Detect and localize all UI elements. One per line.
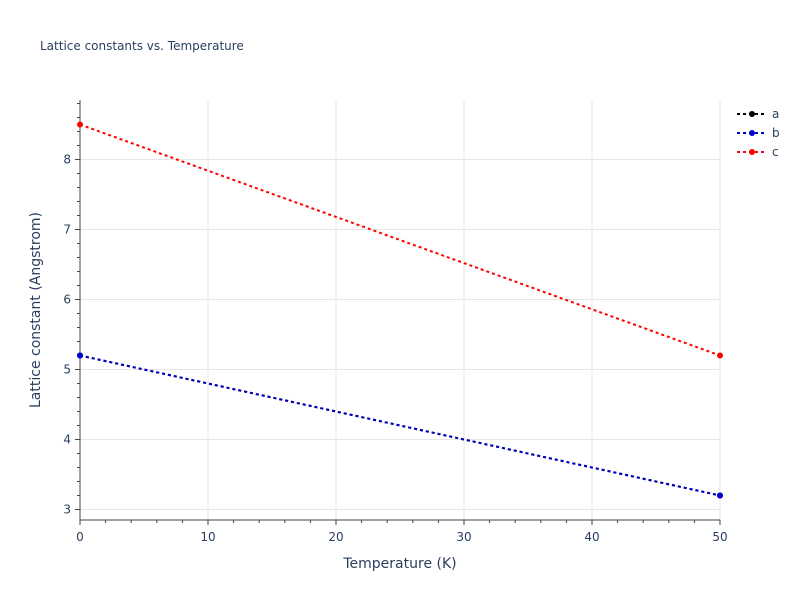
y-tick-label: 7 <box>63 223 71 237</box>
y-tick-label: 5 <box>63 363 71 377</box>
y-tick-label: 8 <box>63 153 71 167</box>
grid <box>80 100 721 520</box>
y-tick-label: 3 <box>63 503 71 517</box>
y-axis-title: Lattice constant (Angstrom) <box>28 212 44 408</box>
x-tick-label: 20 <box>328 530 343 544</box>
x-tick-label: 50 <box>712 530 727 544</box>
x-tick-label: 10 <box>200 530 215 544</box>
x-axis-title: Temperature (K) <box>342 556 456 572</box>
x-tick-label: 0 <box>76 530 84 544</box>
legend: abc <box>737 107 780 159</box>
axes: 0 10 20 30 40 50 3 4 5 6 7 8 <box>63 100 728 544</box>
legend-label-a[interactable]: a <box>772 107 779 121</box>
legend-label-b[interactable]: b <box>772 126 780 140</box>
series-line-b <box>79 354 721 497</box>
data-point-c <box>717 352 723 359</box>
legend-marker-c <box>749 149 755 155</box>
data-point-c <box>77 121 83 128</box>
legend-marker-a <box>749 111 755 117</box>
series <box>77 121 723 499</box>
legend-marker-b <box>749 130 755 136</box>
data-point-b <box>717 492 723 499</box>
data-point-b <box>77 352 83 359</box>
x-tick-label: 40 <box>584 530 599 544</box>
x-tick-label: 30 <box>456 530 471 544</box>
y-tick-label: 6 <box>63 293 71 307</box>
chart-title: Lattice constants vs. Temperature <box>40 39 244 53</box>
y-tick-label: 4 <box>63 433 71 447</box>
legend-label-c[interactable]: c <box>772 145 779 159</box>
